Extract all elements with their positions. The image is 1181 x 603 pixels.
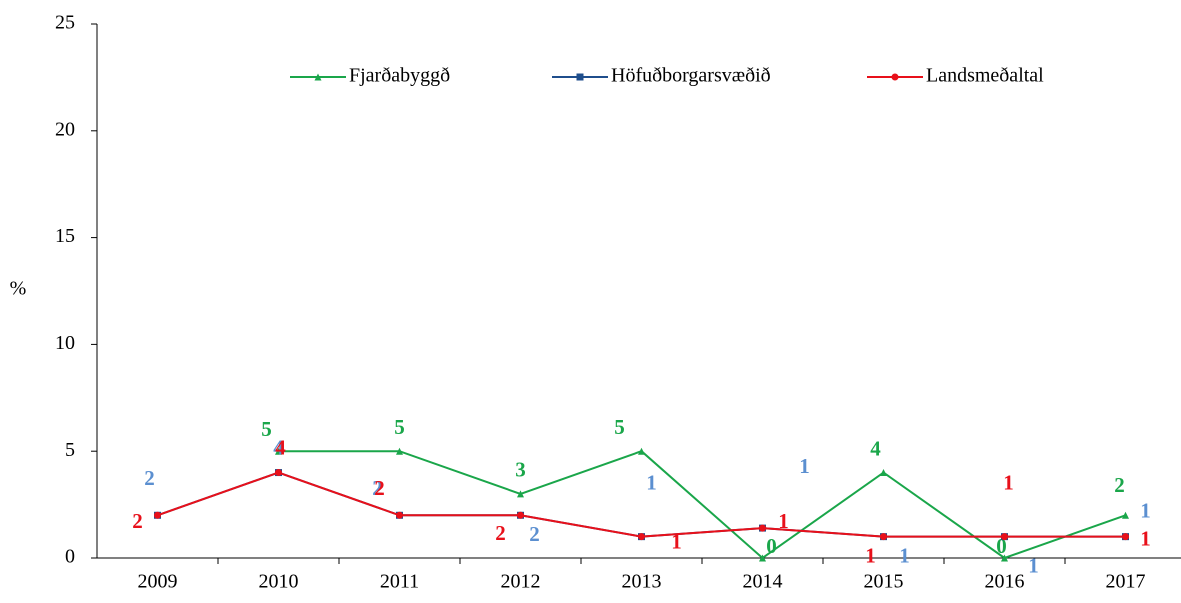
y-tick-label: 25 — [55, 12, 75, 34]
x-tick-label: 2015 — [864, 571, 904, 593]
point — [517, 490, 524, 498]
data-label: 1 — [671, 529, 682, 553]
point — [1001, 554, 1008, 562]
data-label: 1 — [899, 543, 910, 567]
x-tick-label: 2012 — [501, 571, 541, 593]
data-label: 2 — [374, 476, 385, 500]
point — [396, 511, 403, 519]
point — [1001, 533, 1008, 541]
legend-marker — [891, 73, 899, 81]
data-label: 1 — [646, 470, 657, 494]
data-label: 5 — [394, 415, 405, 439]
x-tick-label: 2014 — [743, 571, 783, 593]
series-line — [157, 471, 1126, 538]
point — [880, 533, 887, 541]
data-label: 4 — [273, 435, 284, 459]
y-tick-label: 5 — [65, 439, 75, 461]
data-label: 2 — [372, 476, 383, 500]
data-label: 2 — [144, 466, 155, 490]
point — [1122, 511, 1129, 519]
data-label: 0 — [996, 534, 1007, 558]
y-tick-label: 0 — [65, 546, 75, 568]
point — [275, 447, 282, 455]
point — [880, 469, 887, 477]
point — [275, 469, 282, 477]
data-label: 0 — [766, 534, 777, 558]
data-label: 5 — [261, 417, 272, 441]
x-tick-label: 2016 — [985, 571, 1025, 593]
data-label: 1 — [1003, 470, 1014, 494]
y-axis-label: % — [10, 278, 27, 300]
y-tick-label: 20 — [55, 118, 75, 140]
x-tick-label: 2010 — [259, 571, 299, 593]
point — [638, 533, 645, 541]
data-label: 4 — [275, 435, 286, 459]
x-tick-label: 2009 — [138, 571, 178, 593]
data-label: 2 — [529, 522, 540, 546]
legend-label: Landsmeðaltal — [926, 65, 1044, 87]
legend-label: Höfuðborgarsvæðið — [611, 65, 771, 87]
x-tick-label: 2011 — [380, 571, 419, 593]
data-label: 2 — [132, 509, 143, 533]
data-label: 1 — [799, 454, 810, 478]
data-label: 1 — [778, 509, 789, 533]
series-line — [278, 450, 1126, 560]
data-label: 2 — [1114, 473, 1125, 497]
data-label: 2 — [495, 521, 506, 545]
point — [396, 447, 403, 455]
data-label: 4 — [870, 436, 881, 460]
data-label: 5 — [614, 415, 625, 439]
legend-label: Fjarðabyggð — [349, 65, 450, 87]
x-tick-label: 2013 — [622, 571, 662, 593]
x-tick-label: 2017 — [1106, 571, 1146, 593]
point — [154, 511, 161, 519]
data-label: 1 — [1140, 498, 1151, 522]
point — [759, 554, 766, 562]
data-label: 1 — [1140, 526, 1151, 550]
y-tick-label: 15 — [55, 225, 75, 247]
point — [638, 447, 645, 455]
legend-marker — [314, 73, 322, 81]
data-label: 1 — [865, 543, 876, 567]
series-line — [157, 471, 1126, 538]
y-tick-label: 10 — [55, 332, 75, 354]
point — [759, 524, 766, 532]
point — [517, 511, 524, 519]
data-label: 3 — [515, 458, 526, 482]
data-label: 1 — [1028, 553, 1039, 577]
legend-marker — [576, 73, 584, 81]
point — [1122, 533, 1129, 541]
